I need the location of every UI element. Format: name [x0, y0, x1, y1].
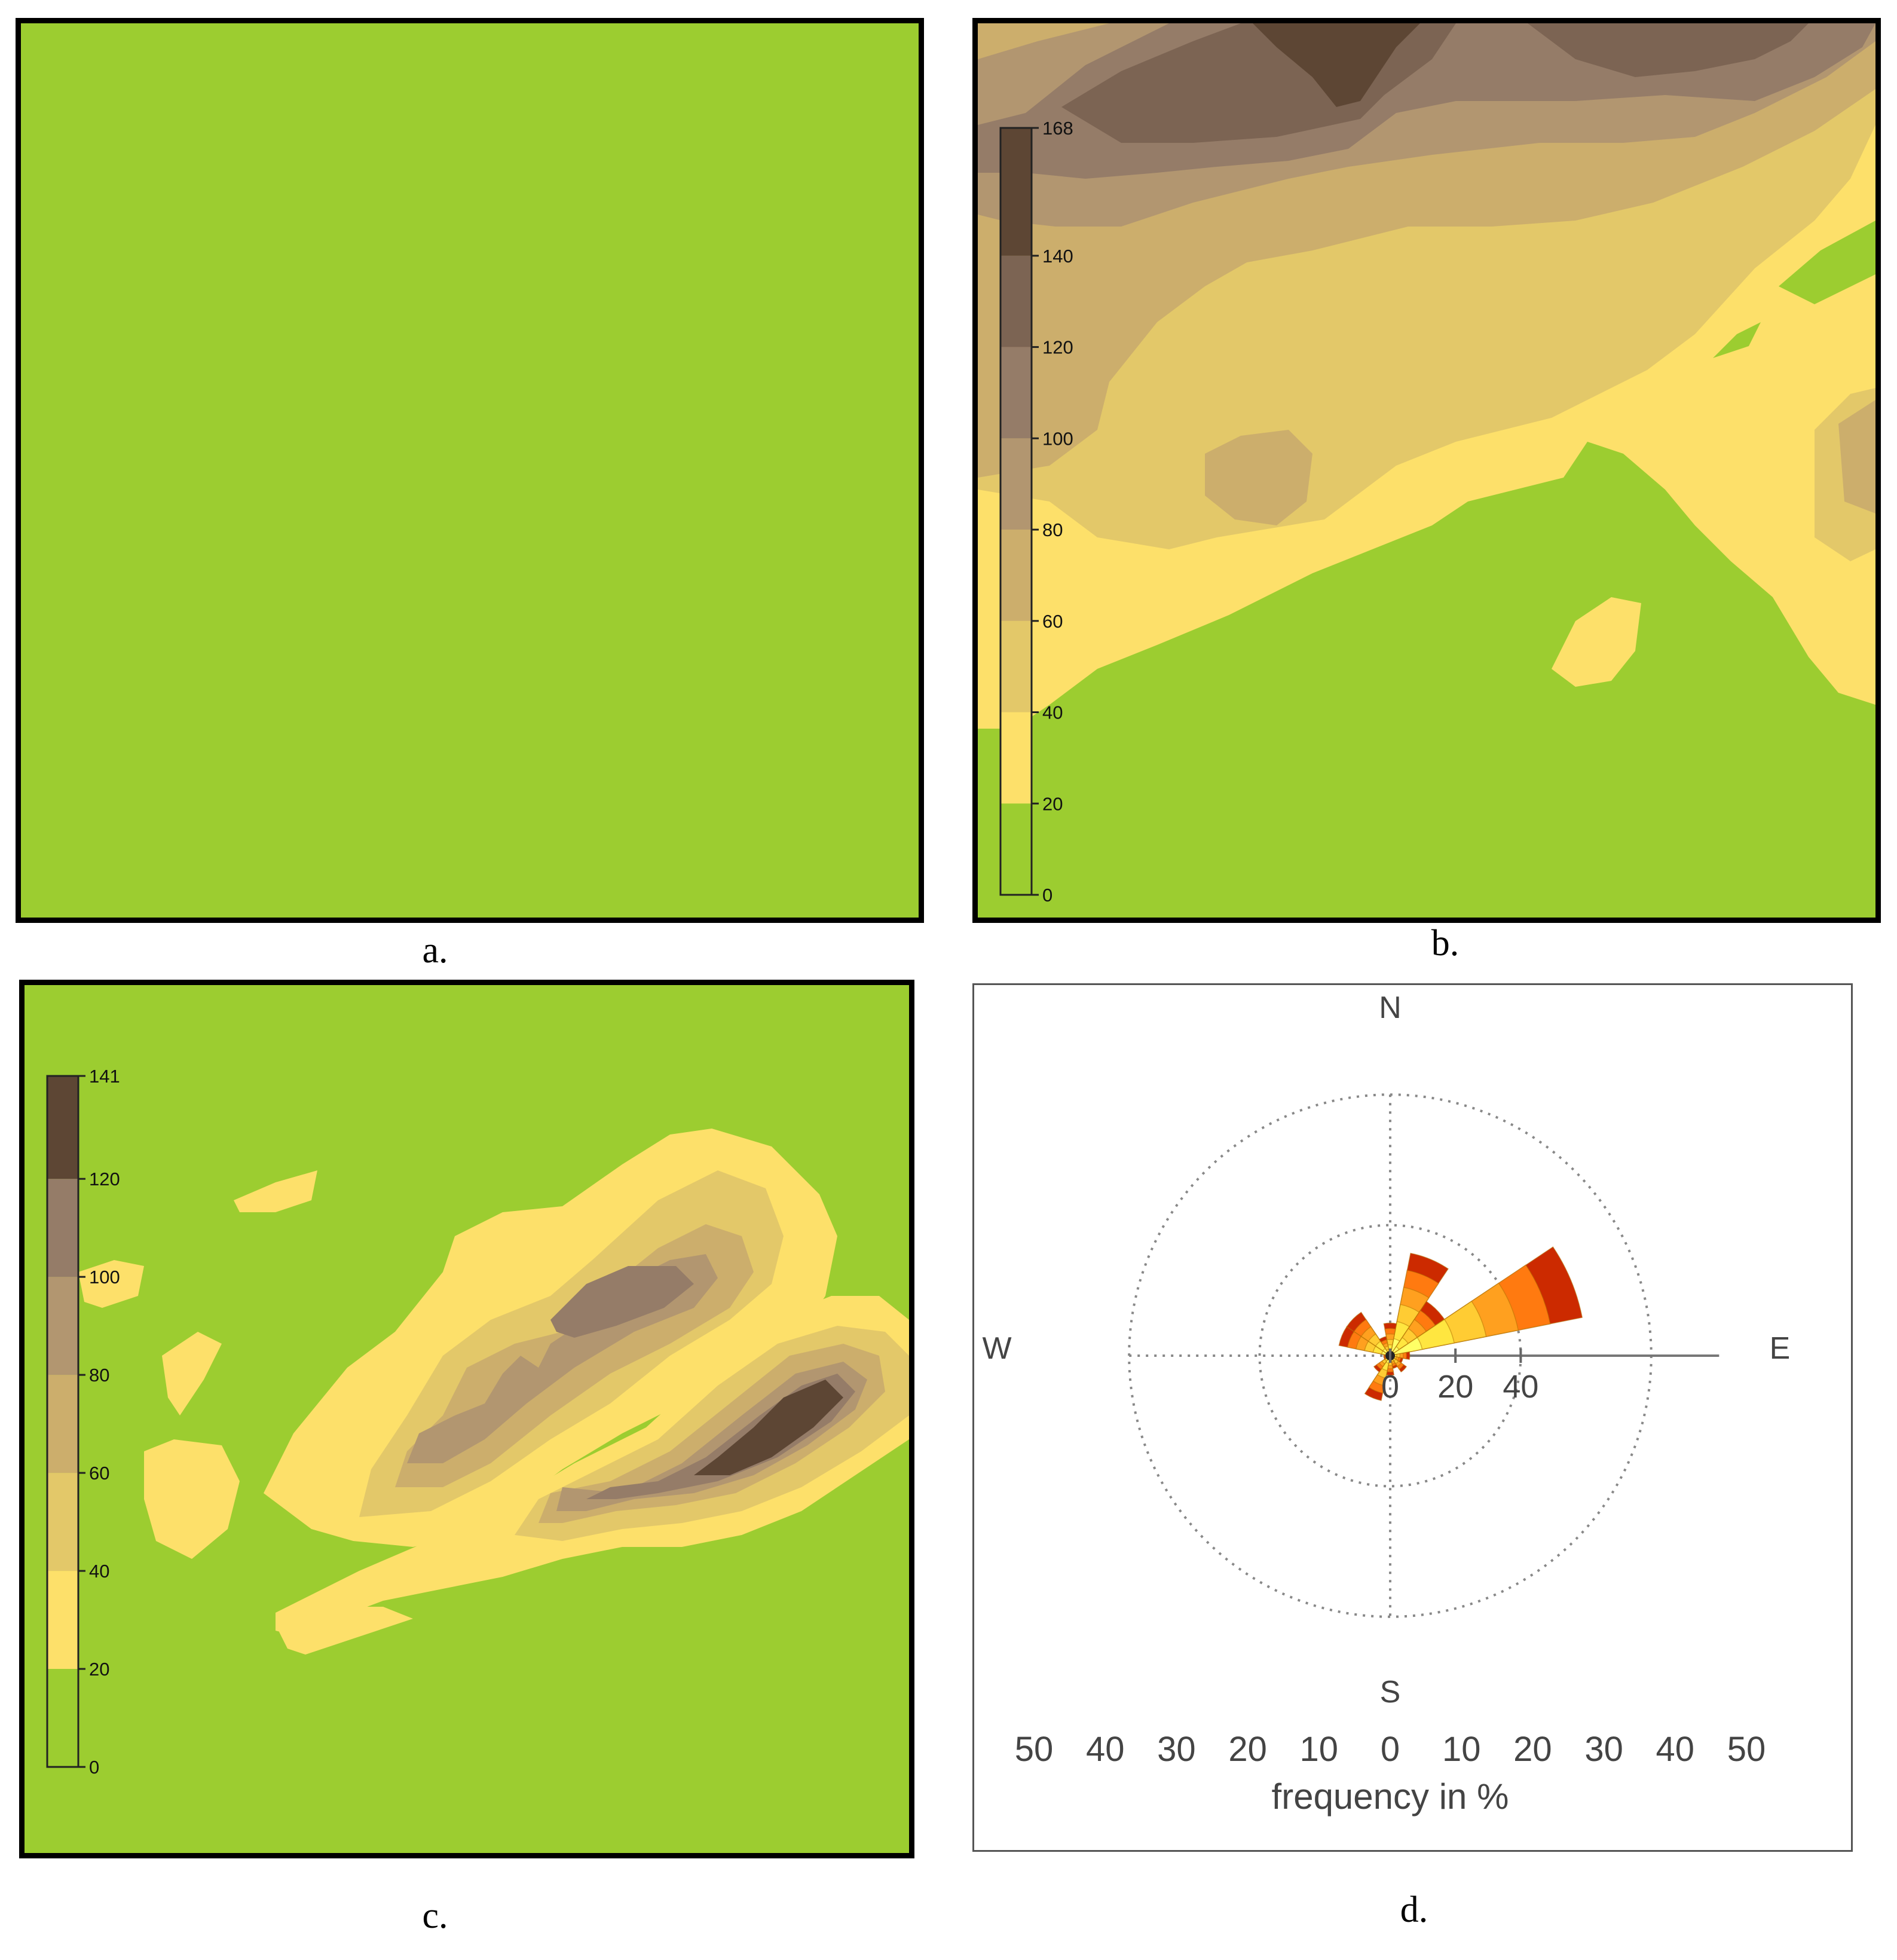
c-colorbar-tick-label: 120	[89, 1169, 120, 1190]
rose-scale-label: 40	[1656, 1730, 1695, 1769]
c-colorbar-tick-label: 20	[89, 1659, 109, 1680]
rose-petal	[1346, 1311, 1391, 1356]
b-contour-140	[1253, 23, 1420, 107]
b-colorbar-segment	[1000, 255, 1032, 347]
b-colorbar-tick-label: 168	[1042, 118, 1073, 139]
rose-radial-tick-label: 40	[1503, 1369, 1538, 1405]
c-colorbar-tick-label: 80	[89, 1365, 109, 1386]
b-colorbar-segment	[1000, 438, 1032, 530]
panel-d-windrose: N S E W 0 20 40 50 40 30 20 10 0 10 20 30 40 50 freq…	[972, 983, 1853, 1852]
rose-scale-label: 40	[1086, 1730, 1125, 1769]
c-colorbar-segment	[47, 1277, 78, 1375]
c-colorbar-segment	[47, 1669, 78, 1767]
b-colorbar-tick-label: 140	[1042, 246, 1073, 267]
compass-w: W	[982, 1331, 1011, 1366]
compass-s: S	[1380, 1675, 1401, 1710]
c-island-2	[78, 1260, 144, 1308]
b-contour-60-blob	[1205, 430, 1312, 525]
rose-radial-tick-label: 0	[1381, 1369, 1399, 1405]
b-contour-20-island	[1552, 597, 1641, 687]
caption-c: c.	[422, 1895, 448, 1936]
c-colorbar-segment	[47, 1473, 78, 1571]
b-colorbar-tick-label: 60	[1042, 611, 1063, 632]
panel-c-map: 141 120 100 80 60 40 20 0	[19, 980, 914, 1858]
b-contour-120	[1061, 23, 1809, 143]
b-colorbar-tick-label: 120	[1042, 337, 1073, 358]
c-colorbar-tick-label: 141	[89, 1066, 120, 1087]
c-upper-contour-100	[550, 1266, 694, 1338]
panel-a-map	[16, 18, 924, 923]
b-colorbar-segment	[1000, 620, 1032, 713]
c-colorbar-tick-label: 0	[89, 1757, 99, 1778]
panel-b-field: 168 140 120 100 80 60 40 20 0	[978, 23, 1875, 918]
rose-petal	[1364, 1355, 1391, 1401]
b-colorbar-tick-label: 100	[1042, 428, 1073, 449]
panel-a-field	[21, 23, 919, 918]
b-colorbar-frame	[999, 127, 1033, 896]
b-green-patch-2	[1713, 322, 1761, 358]
b-contour-60-right	[1838, 400, 1875, 513]
c-colorbar-tick-label: 40	[89, 1561, 109, 1582]
b-colorbar-segment	[1000, 128, 1032, 256]
rose-petal	[1338, 1326, 1391, 1356]
rose-petal	[1390, 1246, 1583, 1356]
c-colorbar-segment	[47, 1571, 78, 1669]
c-colorbar-tick-label: 60	[89, 1463, 109, 1484]
c-colorbar: 141 120 100 80 60 40 20 0	[46, 1066, 120, 1778]
c-island-1	[234, 1170, 317, 1212]
rose-scale-label: 10	[1442, 1730, 1481, 1769]
c-colorbar-segment	[47, 1076, 78, 1179]
b-green-patch-1	[1779, 221, 1875, 304]
c-colorbar-segment	[47, 1375, 78, 1473]
rose-petal	[1383, 1322, 1397, 1356]
c-island-4	[144, 1439, 240, 1559]
caption-b: b.	[1431, 923, 1460, 964]
b-colorbar-tick-label: 0	[1042, 885, 1052, 906]
c-colorbar-tick-label: 100	[89, 1267, 120, 1288]
c-lower-contour-120	[694, 1380, 843, 1475]
b-colorbar-segment	[1000, 347, 1032, 439]
rose-petal	[1390, 1252, 1449, 1356]
panel-a-background	[21, 23, 919, 918]
b-colorbar-tick-label: 80	[1042, 519, 1063, 540]
caption-d: d.	[1400, 1889, 1428, 1930]
caption-a: a.	[422, 930, 448, 971]
panel-c-field: 141 120 100 80 60 40 20 0	[25, 985, 909, 1853]
b-colorbar-tick-label: 40	[1042, 702, 1063, 723]
rose-scale-label: 10	[1300, 1730, 1339, 1769]
c-colorbar-segment	[47, 1179, 78, 1277]
windrose-svg: N S E W 0 20 40 50 40 30 20 10 0 10 20 30 40 50 freq…	[982, 990, 1791, 1817]
c-tail	[276, 1607, 413, 1655]
compass-e: E	[1770, 1331, 1791, 1366]
rose-scale-label: 20	[1513, 1730, 1552, 1769]
rose-scale-label: 50	[1727, 1730, 1766, 1769]
panel-b-map: 168 140 120 100 80 60 40 20 0	[972, 18, 1881, 923]
rose-scale-label: 20	[1228, 1730, 1267, 1769]
rose-radial-tick-label: 20	[1437, 1369, 1473, 1405]
rose-petal	[1390, 1351, 1410, 1360]
rose-xlabel: frequency in %	[1272, 1776, 1509, 1817]
rose-scale-label: 30	[1584, 1730, 1623, 1769]
rose-scale-label: 30	[1157, 1730, 1196, 1769]
rose-scale-label: 0	[1381, 1730, 1400, 1769]
b-colorbar: 168 140 120 100 80 60 40 20 0	[999, 118, 1073, 906]
b-colorbar-tick-label: 20	[1042, 793, 1063, 814]
b-colorbar-segment	[1000, 803, 1032, 895]
b-colorbar-segment	[1000, 530, 1032, 621]
compass-n: N	[1379, 990, 1402, 1025]
b-colorbar-segment	[1000, 712, 1032, 804]
c-colorbar-frame	[46, 1075, 79, 1768]
rose-scale-label: 50	[1015, 1730, 1054, 1769]
rose-petal-band	[1390, 1337, 1423, 1356]
c-island-3	[162, 1332, 222, 1415]
